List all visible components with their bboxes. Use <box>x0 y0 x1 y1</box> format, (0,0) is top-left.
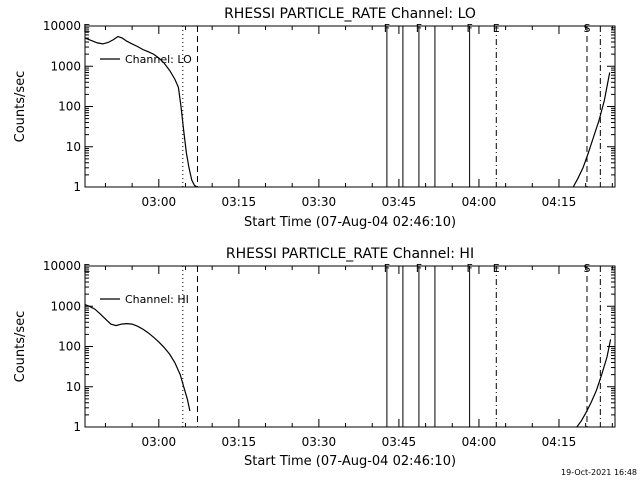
y-axis-label: Counts/sec <box>13 71 28 143</box>
y-tick-label: 10 <box>66 140 81 154</box>
x-axis-label: Start Time (07-Aug-04 02:46:10) <box>244 215 456 230</box>
x-tick-label: 03:45 <box>382 435 417 449</box>
flag-label: F <box>416 22 422 35</box>
legend-label: Channel: HI <box>125 293 189 306</box>
flag-label: E <box>83 22 90 35</box>
flag-label: S <box>583 22 590 35</box>
x-tick-label: 03:15 <box>222 195 257 209</box>
flag-label: F <box>466 262 472 275</box>
x-tick-label: 04:00 <box>462 195 497 209</box>
y-tick-label: 1000 <box>50 299 81 313</box>
timestamp: 19-Oct-2021 16:48 <box>561 468 637 477</box>
flag-label: E <box>493 262 500 275</box>
chart-title: RHESSI PARTICLE_RATE Channel: LO <box>224 6 476 22</box>
x-tick-label: 03:15 <box>222 435 257 449</box>
x-tick-label: 03:00 <box>142 195 177 209</box>
chart-title: RHESSI PARTICLE_RATE Channel: HI <box>226 246 474 262</box>
flag-label: S <box>583 262 590 275</box>
x-tick-label: 03:00 <box>142 435 177 449</box>
flag-label: F <box>416 262 422 275</box>
flag-label: F <box>384 262 390 275</box>
y-tick-label: 100 <box>58 340 81 354</box>
chart-panel-2: RHESSI PARTICLE_RATE Channel: HI Start Ti… <box>13 246 616 469</box>
series-line <box>84 304 191 412</box>
flag-label: F <box>466 22 472 35</box>
y-tick-label: 10000 <box>43 19 81 33</box>
legend-label: Channel: LO <box>125 53 192 66</box>
x-tick-label: 04:15 <box>542 195 577 209</box>
series-line <box>576 339 612 428</box>
flag-label: E <box>493 22 500 35</box>
x-tick-label: 04:15 <box>542 435 577 449</box>
y-axis-label: Counts/sec <box>13 311 28 383</box>
plot-frame <box>84 25 616 188</box>
y-tick-label: 10 <box>66 380 81 394</box>
x-tick-label: 04:00 <box>462 435 497 449</box>
x-tick-label: 03:30 <box>302 195 337 209</box>
y-tick-label: 1000 <box>50 59 81 73</box>
x-axis-label: Start Time (07-Aug-04 02:46:10) <box>244 454 456 469</box>
x-tick-label: 03:30 <box>302 435 337 449</box>
y-tick-label: 100 <box>58 100 81 114</box>
y-tick-label: 10000 <box>43 259 81 273</box>
y-tick-label: 1 <box>73 420 81 434</box>
plot-frame <box>84 265 616 428</box>
x-tick-label: 03:45 <box>382 195 417 209</box>
y-tick-label: 1 <box>73 180 81 194</box>
chart-panel-1: RHESSI PARTICLE_RATE Channel: LO Start Ti… <box>13 6 616 230</box>
flag-label: F <box>384 22 390 35</box>
series-line <box>572 72 611 188</box>
series-line <box>84 35 198 188</box>
flag-label: E <box>83 262 90 275</box>
